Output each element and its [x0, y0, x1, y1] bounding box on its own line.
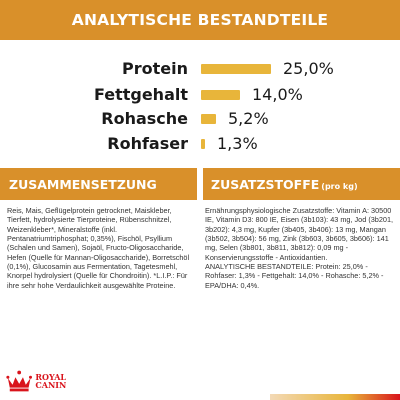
- nutrient-bar: [201, 139, 205, 149]
- additives-paragraph: ANALYTISCHE BESTANDTEILE: Protein: 25,0%…: [205, 262, 384, 290]
- nutrient-bar: [201, 90, 240, 100]
- additives-banner: ZUSATZSTOFFE (pro kg): [203, 168, 400, 200]
- nutrient-bar: [201, 114, 216, 124]
- nutrient-value: 25,0%: [283, 59, 334, 78]
- nutrient-name: Rohfaser: [107, 134, 188, 153]
- additives-title: ZUSATZSTOFFE: [211, 177, 320, 192]
- nutrient-row-fettgehalt: Fettgehalt 14,0%: [0, 82, 400, 108]
- crown-icon: [6, 370, 32, 392]
- composition-title: ZUSAMMENSETZUNG: [9, 176, 157, 192]
- nutrient-value: 5,2%: [228, 109, 269, 128]
- composition-text: Reis, Mais, Geflügelprotein getrocknet, …: [7, 206, 190, 290]
- nutrient-bar: [201, 64, 271, 74]
- brand-wordmark: ROYAL CANIN: [35, 372, 67, 390]
- nutrient-row-rohfaser: Rohfaser 1,3%: [0, 131, 400, 157]
- royal-canin-logo: ROYAL CANIN: [6, 366, 96, 396]
- nutrient-value: 14,0%: [252, 85, 303, 104]
- nutrient-name: Protein: [122, 59, 188, 78]
- additives-text: Ernährungsphysiologische Zusatzstoffe: V…: [205, 206, 395, 290]
- nutrient-name: Fettgehalt: [93, 85, 188, 104]
- additives-title-suffix: (pro kg): [321, 182, 358, 191]
- composition-banner: ZUSAMMENSETZUNG: [0, 168, 197, 200]
- additives-paragraph: Ernährungsphysiologische Zusatzstoffe: V…: [205, 206, 394, 262]
- nutrient-value: 1,3%: [217, 134, 258, 153]
- analytical-constituents-banner: ANALYTISCHE BESTANDTEILE: [0, 0, 400, 40]
- banner-title: ANALYTISCHE BESTANDTEILE: [71, 11, 329, 29]
- nutrient-name: Rohasche: [101, 109, 188, 128]
- nutrient-row-protein: Protein 25,0%: [0, 56, 400, 82]
- decorative-stripe: [270, 394, 400, 400]
- nutrient-row-rohasche: Rohasche 5,2%: [0, 106, 400, 132]
